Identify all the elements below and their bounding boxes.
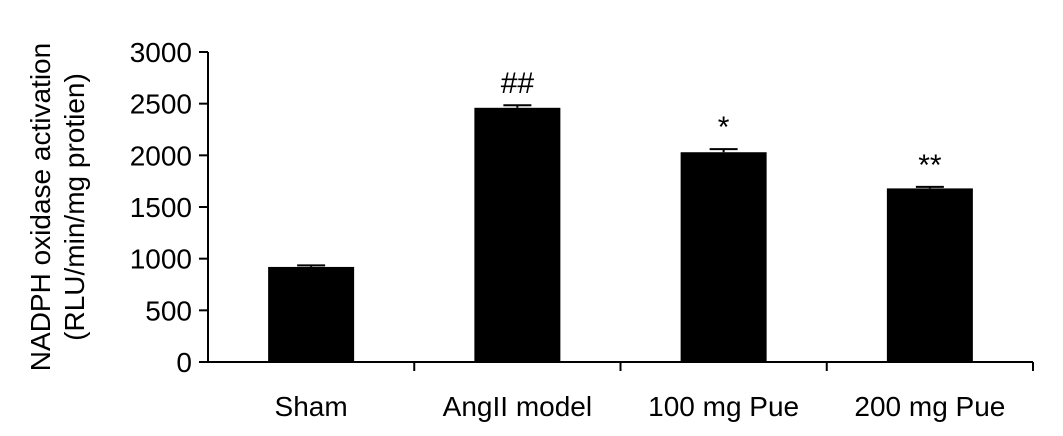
y-axis-label-line: (RLU/min/mg protien)	[59, 73, 90, 341]
category-label: 200 mg Pue	[854, 391, 1005, 422]
y-axis-label: NADPH oxidase activation (RLU/min/mg prot…	[25, 43, 90, 371]
y-axis-label-line: NADPH oxidase activation	[25, 43, 56, 371]
category-label: Sham	[275, 391, 348, 422]
bar	[268, 266, 355, 362]
y-tick-label: 2500	[130, 89, 192, 120]
bar	[474, 107, 561, 362]
y-tick-label: 2000	[130, 140, 192, 171]
significance-annotation: *	[718, 111, 730, 144]
y-tick-label: 3000	[130, 37, 192, 68]
y-tick-label: 1500	[130, 192, 192, 223]
significance-annotation: **	[918, 149, 942, 182]
bar	[680, 152, 767, 362]
category-labels: Sham AngII model 100 mg Pue 200 mg Pue	[275, 391, 1006, 422]
y-tick-label: 1000	[130, 244, 192, 275]
y-tick-label: 0	[176, 347, 192, 378]
bars: ##***	[268, 67, 973, 362]
y-ticks: 0 500 1000 1500 2000 2500 3000	[130, 37, 208, 378]
significance-annotation: ##	[501, 67, 535, 100]
category-label: 100 mg Pue	[648, 391, 799, 422]
category-label: AngII model	[443, 391, 592, 422]
y-tick-label: 500	[145, 295, 192, 326]
bar	[886, 188, 973, 362]
